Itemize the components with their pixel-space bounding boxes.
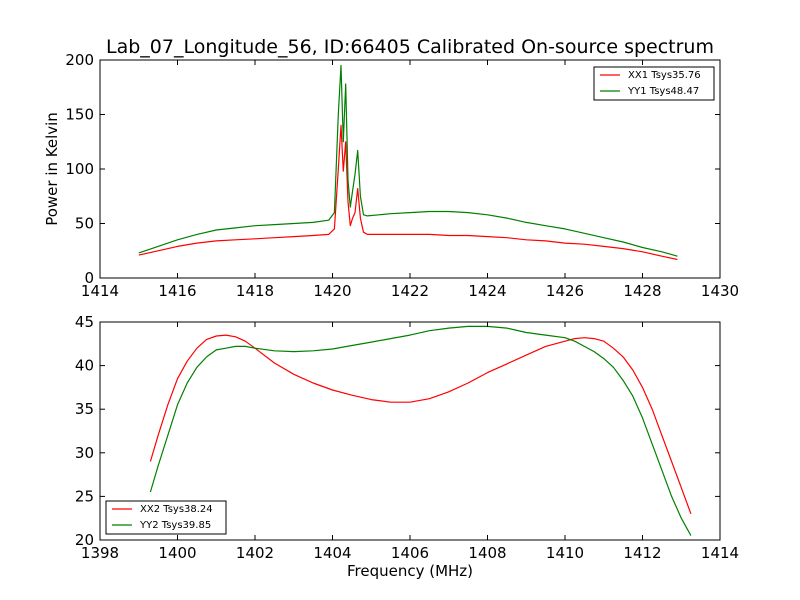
top-x-tick-label: 1414 bbox=[81, 282, 119, 300]
bottom-x-tick-label: 1414 bbox=[701, 544, 739, 562]
bottom-x-tick-label: 1398 bbox=[81, 544, 119, 562]
bottom-legend-box bbox=[105, 500, 227, 535]
chart-title: Lab_07_Longitude_56, ID:66405 Calibrated… bbox=[106, 36, 714, 58]
top-y-tick-label: 200 bbox=[65, 51, 94, 69]
top-legend-box bbox=[593, 66, 715, 101]
top-legend-label-yy1: YY1 Tsys48.47 bbox=[627, 86, 699, 97]
bottom-x-tick-label: 1406 bbox=[391, 544, 429, 562]
bottom-x-tick-label: 1400 bbox=[158, 544, 196, 562]
bottom-x-tick-label: 1410 bbox=[546, 544, 584, 562]
bottom-x-tick-label: 1408 bbox=[468, 544, 506, 562]
top-x-tick-label: 1430 bbox=[701, 282, 739, 300]
bottom-y-tick-label: 35 bbox=[75, 400, 94, 418]
top-series-line-1 bbox=[138, 124, 678, 261]
bottom-x-tick-label: 1402 bbox=[236, 544, 274, 562]
top-x-tick-label: 1416 bbox=[158, 282, 196, 300]
top-y-tick-label: 50 bbox=[75, 215, 94, 233]
top-series-line-2 bbox=[138, 64, 678, 257]
bottom-x-axis-label: Frequency (MHz) bbox=[347, 562, 473, 580]
bottom-x-tick-label: 1412 bbox=[623, 544, 661, 562]
top-x-tick-label: 1420 bbox=[313, 282, 351, 300]
top-y-tick-label: 150 bbox=[65, 106, 94, 124]
top-x-tick-label: 1422 bbox=[391, 282, 429, 300]
top-y-tick-label: 100 bbox=[65, 160, 94, 178]
bottom-legend-label-yy2: YY2 Tsys39.85 bbox=[139, 520, 211, 531]
bottom-y-tick-label: 45 bbox=[75, 313, 94, 331]
bottom-series-line-2 bbox=[149, 325, 692, 536]
bottom-series-line-1 bbox=[149, 334, 692, 515]
bottom-y-tick-label: 20 bbox=[75, 531, 94, 549]
top-x-tick-label: 1418 bbox=[236, 282, 274, 300]
top-y-tick-label: 0 bbox=[84, 269, 94, 287]
top-x-tick-label: 1428 bbox=[623, 282, 661, 300]
bottom-y-tick-label: 30 bbox=[75, 444, 94, 462]
bottom-y-tick-label: 40 bbox=[75, 357, 94, 375]
bottom-spectrum-plot: Frequency (MHz) 1398 1400 1402 1404 1406 1408… bbox=[75, 313, 739, 580]
top-spectrum-plot: Power in Kelvin 1414 1416 1418 1420 1422 1424… bbox=[43, 51, 739, 300]
top-x-tick-label: 1424 bbox=[468, 282, 506, 300]
top-x-tick-label: 1426 bbox=[546, 282, 584, 300]
bottom-y-tick-label: 25 bbox=[75, 487, 94, 505]
bottom-legend-label-xx2: XX2 Tsys38.24 bbox=[140, 504, 213, 515]
top-legend-label-xx1: XX1 Tsys35.76 bbox=[628, 70, 701, 81]
top-y-axis-label: Power in Kelvin bbox=[43, 112, 61, 226]
bottom-x-tick-label: 1404 bbox=[313, 544, 351, 562]
